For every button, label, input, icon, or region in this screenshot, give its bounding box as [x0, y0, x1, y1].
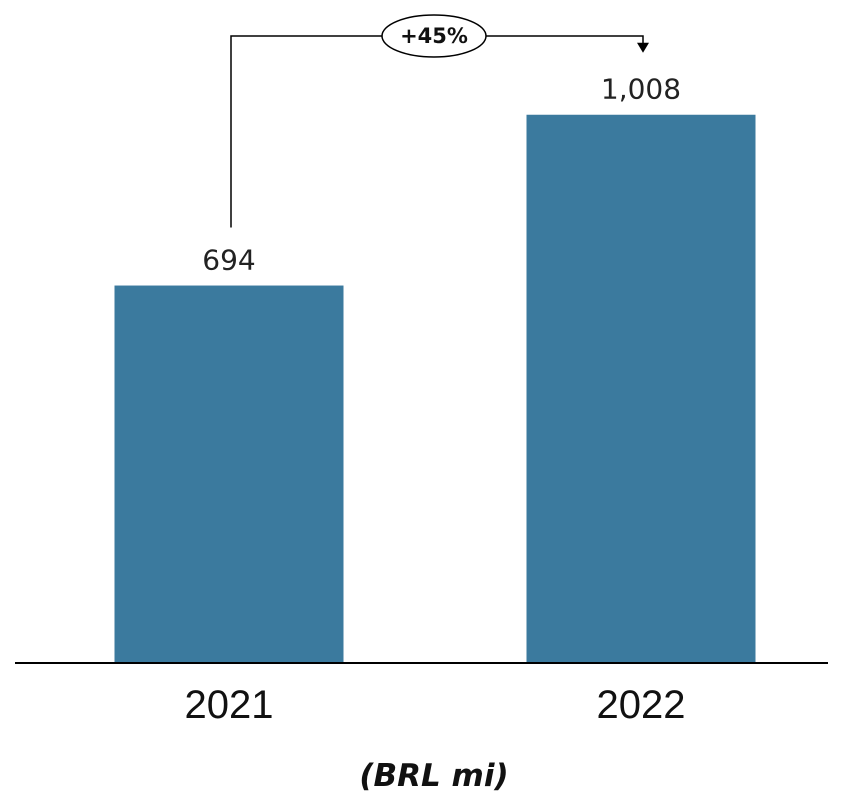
x-tick-label-2022: 2022	[597, 683, 686, 727]
bars-group	[114, 114, 756, 664]
value-labels-group: 694 1,008	[202, 73, 681, 277]
growth-percentage-label: +45%	[400, 24, 468, 48]
value-label-2021: 694	[202, 244, 255, 277]
growth-arrow-head	[637, 42, 649, 53]
x-tick-label-2021: 2021	[185, 683, 274, 727]
unit-label: (BRL mi)	[359, 758, 508, 794]
growth-badge-ellipse	[381, 14, 487, 58]
value-label-2022: 1,008	[601, 73, 681, 106]
bar-2021	[114, 285, 344, 663]
x-tick-labels-group: 2021 2022	[185, 683, 686, 727]
bar-2022	[526, 114, 756, 664]
